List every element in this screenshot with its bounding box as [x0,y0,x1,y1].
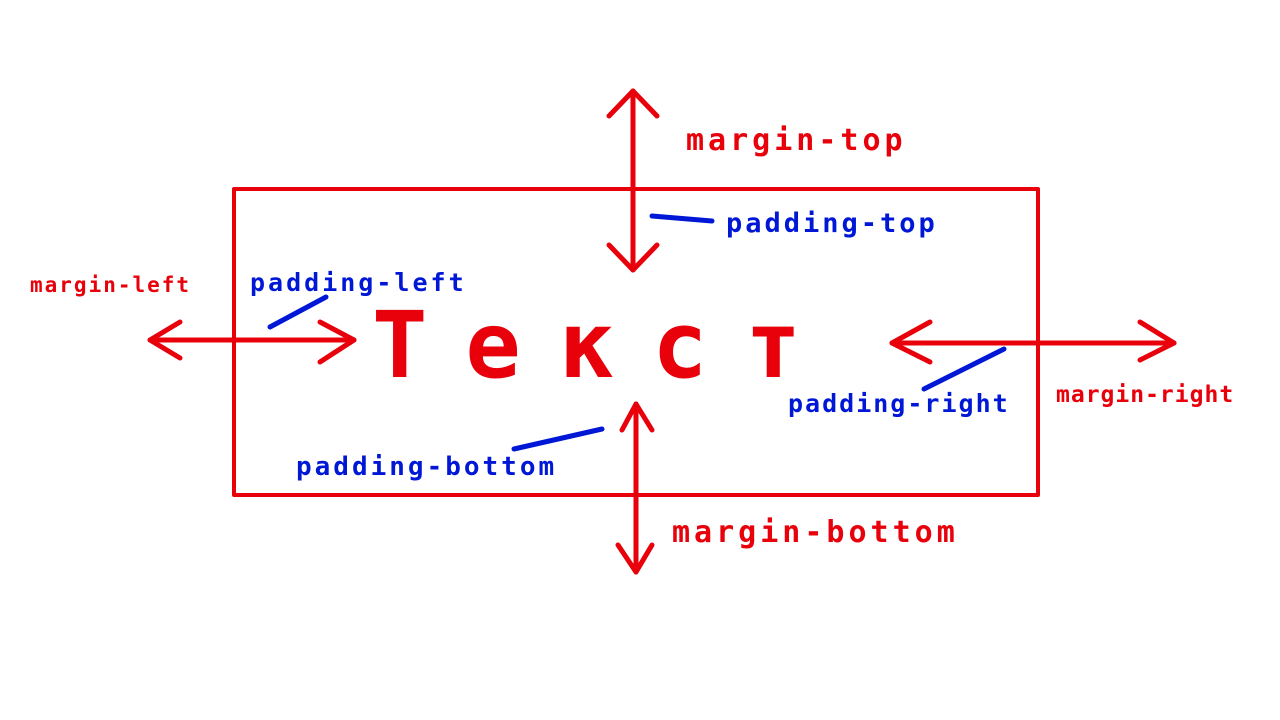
padding-left-leader [267,294,329,330]
margin-top-arrow [606,88,660,273]
margin-right-label: margin-right [1056,382,1235,408]
padding-left-label: padding-left [250,268,467,297]
margin-top-label: margin-top [686,123,907,158]
padding-right-leader [921,346,1007,392]
padding-bottom-label: padding-bottom [296,452,558,482]
content-text: Текст [372,292,839,399]
padding-top-label: padding-top [726,208,938,239]
padding-bottom-leader [511,426,605,452]
margin-bottom-arrow [615,401,655,575]
margin-right-arrow [889,319,1177,365]
padding-top-leader [649,213,715,224]
margin-bottom-label: margin-bottom [672,515,959,550]
margin-left-label: margin-left [30,273,192,297]
margin-left-arrow [147,319,357,365]
padding-right-label: padding-right [788,389,1010,418]
